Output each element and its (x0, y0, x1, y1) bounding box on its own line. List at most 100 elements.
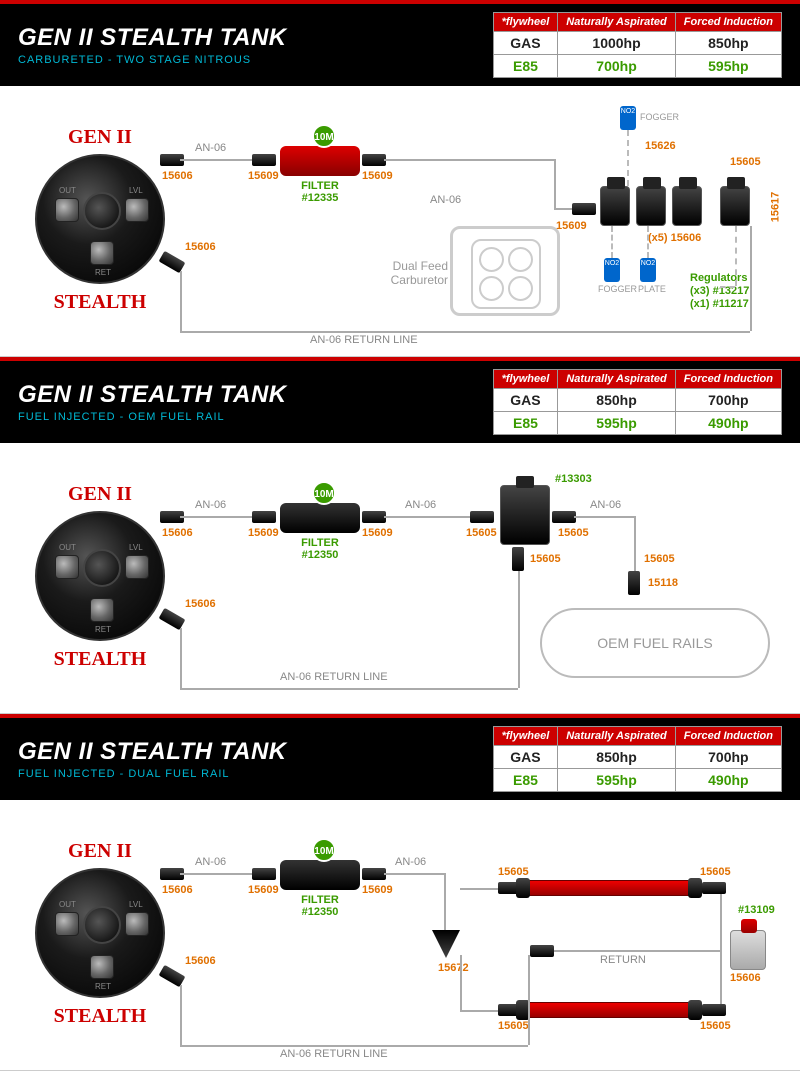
fitting (552, 511, 576, 523)
line (180, 873, 260, 875)
pump-port-lvl (125, 198, 149, 222)
pn-15609: 15609 (248, 527, 279, 539)
return-inner: RETURN (600, 954, 646, 966)
line-label-out: AN-06 (195, 142, 226, 154)
carb-bore (479, 276, 504, 301)
port-label-out: OUT (59, 186, 76, 195)
e85-na: 595hp (558, 412, 675, 435)
reg-pn: #13303 (555, 473, 592, 485)
regulator (500, 485, 550, 545)
rail-end (516, 878, 530, 898)
carb-bore (479, 247, 504, 272)
pn-15617: 15617 (769, 192, 781, 223)
line (550, 950, 720, 952)
pump-port-out (55, 555, 79, 579)
line-dashed (647, 226, 649, 258)
hp-col-na: Naturally Aspirated (558, 370, 675, 389)
pump-center (83, 549, 121, 587)
rail-end (688, 1000, 702, 1020)
hp-col-flywheel: *flywheel (493, 370, 558, 389)
oem-rail: OEM FUEL RAILS (540, 608, 770, 678)
pn-15606: 15606 (162, 884, 193, 896)
e85-fi: 490hp (675, 412, 781, 435)
line (634, 516, 636, 576)
hp-col-flywheel: *flywheel (493, 13, 558, 32)
line-label-mid: AN-06 (430, 194, 461, 206)
line (444, 873, 446, 933)
filter: 10M FILTER #12350 (280, 503, 360, 533)
pump-label-top: GEN II (25, 483, 175, 506)
return-label: AN-06 RETURN LINE (280, 671, 388, 683)
regulator-block (720, 186, 750, 226)
line (180, 516, 260, 518)
line (460, 955, 462, 1010)
fitting (362, 868, 386, 880)
pn-15606: 15606 (185, 241, 216, 253)
fuel-gas: GAS (493, 389, 558, 412)
carb-bore (508, 247, 533, 272)
header: GEN II STEALTH TANK FUEL INJECTED - DUAL… (0, 718, 800, 800)
header: GEN II STEALTH TANK FUEL INJECTED - OEM … (0, 361, 800, 443)
port-label-ret: RET (95, 982, 111, 991)
pump-port-ret (90, 241, 114, 265)
regulator-small (730, 930, 766, 970)
line-dashed (611, 226, 613, 258)
e85-fi: 595hp (675, 55, 781, 78)
return-label: AN-06 RETURN LINE (310, 334, 418, 346)
port-label-lvl: LVL (129, 543, 143, 552)
line (518, 571, 520, 688)
pump-port-ret (90, 598, 114, 622)
carburetor: Dual Feed Carburetor (450, 226, 560, 316)
line-label-last: AN-06 (590, 499, 621, 511)
pump-port-lvl (125, 912, 149, 936)
diagram: GEN II OUT LVL RET STEALTH AN-06 15606 1… (0, 86, 800, 356)
pump-center (83, 192, 121, 230)
no2-icon: NO2 (604, 258, 620, 282)
line (574, 516, 634, 518)
pump-label-top: GEN II (25, 840, 175, 863)
pump-center (83, 906, 121, 944)
y-splitter (432, 930, 460, 958)
pn-15609: 15609 (556, 220, 587, 232)
no2-label: PLATE (638, 284, 666, 294)
pump-label-top: GEN II (25, 126, 175, 149)
title: GEN II STEALTH TANK (18, 381, 473, 409)
line-dashed (627, 130, 629, 186)
hp-col-flywheel: *flywheel (493, 727, 558, 746)
pump-label-bot: STEALTH (25, 648, 175, 671)
hp-table: *flywheel Naturally Aspirated Forced Ind… (493, 726, 782, 792)
pump-body: OUT LVL RET (35, 868, 165, 998)
no2-icon: NO2 (620, 106, 636, 130)
pump-port-out (55, 198, 79, 222)
pn-15626: 15626 (645, 140, 676, 152)
fitting (512, 547, 524, 571)
hp-col-na: Naturally Aspirated (558, 727, 675, 746)
pump: GEN II OUT LVL RET STEALTH (25, 840, 175, 1040)
fuel-gas: GAS (493, 32, 558, 55)
reg-pn: #13109 (738, 904, 775, 916)
line-dashed (720, 286, 735, 288)
regs-3: (x1) #11217 (690, 298, 749, 310)
line (384, 873, 444, 875)
pn-15605: 15605 (644, 553, 675, 565)
gas-fi: 700hp (675, 389, 781, 412)
filter-badge: 10M (312, 838, 336, 862)
filter-label: FILTER #12350 (280, 894, 360, 918)
pump: GEN II OUT LVL RET STEALTH (25, 483, 175, 683)
header: GEN II STEALTH TANK CARBURETED - TWO STA… (0, 4, 800, 86)
hp-col-fi: Forced Induction (675, 370, 781, 389)
diagram: GEN II OUT LVL RET STEALTH 15606 AN-06 1… (0, 800, 800, 1070)
fuel-rail (522, 1002, 692, 1018)
pn-15606: 15606 (185, 598, 216, 610)
port-label-ret: RET (95, 268, 111, 277)
diagram: GEN II OUT LVL RET STEALTH 15606 AN-06 1… (0, 443, 800, 713)
line (554, 159, 556, 209)
regulator-block (600, 186, 630, 226)
pn-15605: 15605 (498, 866, 529, 878)
hp-col-fi: Forced Induction (675, 727, 781, 746)
subtitle: CARBURETED - TWO STAGE NITROUS (18, 54, 473, 66)
line-label-mid: AN-06 (395, 856, 426, 868)
line (460, 888, 500, 890)
port-label-lvl: LVL (129, 900, 143, 909)
pn-15605: 15605 (466, 527, 497, 539)
